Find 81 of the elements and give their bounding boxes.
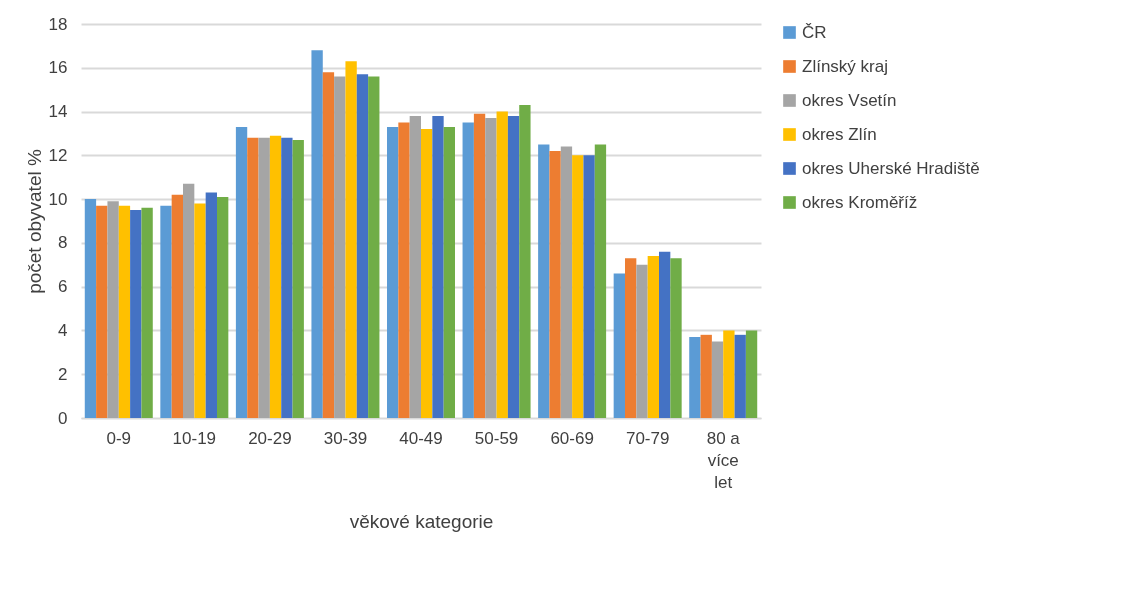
- bar: [583, 155, 595, 418]
- bar: [269, 135, 282, 418]
- bar: [473, 113, 486, 418]
- bar: [538, 144, 550, 418]
- bar: [205, 192, 217, 418]
- bar: [398, 122, 410, 418]
- bar: [613, 273, 625, 418]
- x-tick-label: 0-9: [106, 428, 132, 448]
- x-tick-label: 60-69: [550, 428, 594, 448]
- bar: [356, 74, 369, 418]
- bar: [171, 194, 183, 418]
- bar: [345, 61, 357, 418]
- y-tick-label: 10: [48, 189, 68, 209]
- bar: [141, 207, 153, 418]
- legend-label: okres Vsetín: [802, 90, 897, 110]
- bar: [368, 76, 380, 418]
- x-axis-title: věkové kategorie: [349, 510, 494, 532]
- legend-label: Zlínský kraj: [802, 56, 888, 76]
- bar: [334, 76, 346, 418]
- bar: [281, 137, 293, 418]
- x-tick-label: 40-49: [399, 428, 443, 448]
- bar: [160, 205, 172, 418]
- y-tick-label: 8: [58, 233, 68, 253]
- bar: [670, 258, 682, 418]
- y-tick-label: 16: [48, 58, 68, 78]
- bar: [322, 72, 335, 418]
- bar: [387, 126, 399, 418]
- bar: [745, 330, 758, 418]
- legend-label: ČR: [802, 22, 827, 42]
- bar: [560, 146, 573, 418]
- bar: [258, 137, 270, 418]
- bar: [183, 183, 195, 418]
- y-tick-label: 18: [48, 14, 68, 34]
- x-tick-label: 50-59: [474, 428, 519, 448]
- bar: [594, 144, 607, 418]
- y-tick-label: 6: [58, 277, 68, 297]
- bar: [235, 126, 248, 418]
- bar: [130, 210, 142, 418]
- bar: [96, 205, 108, 418]
- bar: [462, 122, 474, 418]
- x-tick-label: 70-79: [625, 428, 670, 448]
- bar: [485, 118, 497, 418]
- bar: [519, 104, 531, 418]
- x-tick-label: 20-29: [248, 428, 292, 448]
- bar: [496, 111, 508, 418]
- bar: [700, 334, 712, 418]
- bar: [636, 264, 648, 418]
- legend-label: okres Uherské Hradiště: [802, 158, 980, 178]
- bar: [689, 337, 701, 418]
- y-tick-label: 2: [58, 364, 68, 384]
- bar: [723, 330, 735, 418]
- y-tick-label: 0: [58, 408, 68, 428]
- y-tick-label: 4: [58, 320, 68, 340]
- y-tick-label: 14: [48, 102, 68, 122]
- x-tick-label: 30-39: [323, 428, 368, 448]
- bar: [507, 115, 520, 418]
- x-tick-label: 10-19: [172, 428, 217, 448]
- bar: [409, 115, 421, 418]
- bar: [292, 140, 304, 418]
- bar: [734, 334, 746, 418]
- bar: [625, 258, 637, 418]
- y-tick-label: 12: [48, 145, 68, 165]
- bar: [443, 126, 455, 418]
- bar: [549, 150, 561, 418]
- bar: [107, 201, 119, 418]
- bar: [311, 50, 323, 418]
- bar: [118, 205, 131, 418]
- bar: [194, 203, 206, 418]
- bar: [572, 155, 584, 418]
- bar: [421, 129, 433, 418]
- bar: [647, 256, 659, 418]
- legend-label: okres Zlín: [802, 124, 877, 144]
- legend-label: okres Kroměříž: [802, 192, 918, 212]
- bar: [432, 115, 444, 418]
- bar: [217, 196, 229, 418]
- y-axis-title: počet obyvatel %: [23, 149, 45, 294]
- bar: [711, 341, 724, 418]
- bar: [659, 251, 671, 418]
- bar: [84, 199, 97, 418]
- x-tick-label: 80 a více let: [706, 428, 741, 492]
- bar: [247, 137, 259, 418]
